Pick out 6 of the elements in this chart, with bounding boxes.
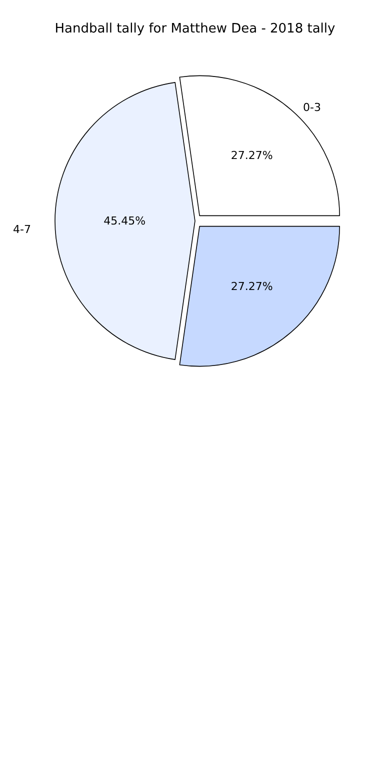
- slice-label: 4-7: [13, 223, 31, 236]
- chart-title: Handball tally for Matthew Dea - 2018 tally: [54, 22, 336, 36]
- data-label: 27.27%: [230, 148, 273, 162]
- data-label: 45.45%: [104, 214, 146, 228]
- data-label: 27.27%: [230, 280, 273, 294]
- slice-label: 0-3: [303, 101, 321, 114]
